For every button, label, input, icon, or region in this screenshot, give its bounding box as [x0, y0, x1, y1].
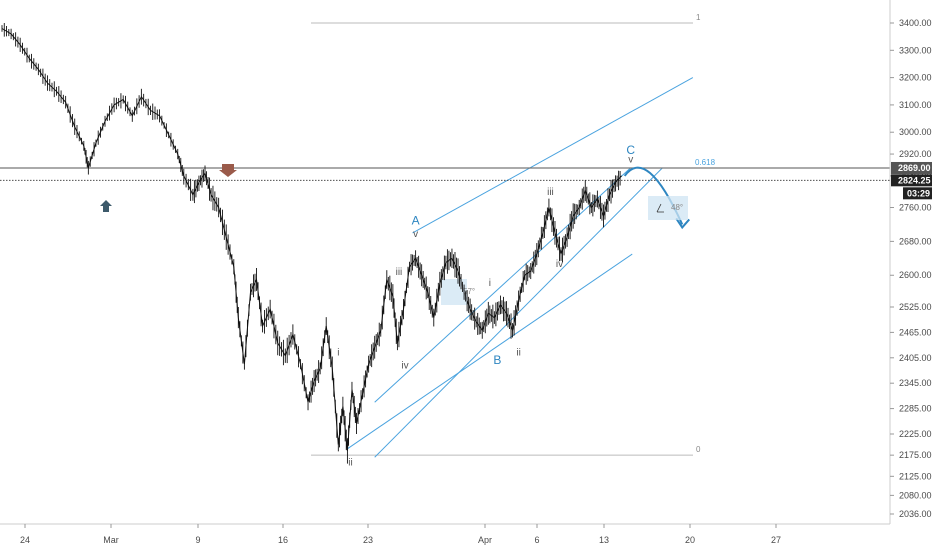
- wave-label: ii: [516, 348, 520, 359]
- fib-label: 0: [696, 445, 701, 454]
- angle-label-a: 57°: [463, 287, 475, 296]
- y-tick-label: 3000.00: [899, 127, 932, 137]
- y-tick-label: 2600.00: [899, 270, 932, 280]
- countdown-box: [903, 187, 932, 200]
- projection-arrowhead-icon: [675, 217, 690, 230]
- y-tick-label: 2345.00: [899, 378, 932, 388]
- price-tag-box: [891, 174, 932, 187]
- down-arrow-icon: [219, 164, 237, 177]
- wave-label: v: [628, 154, 633, 165]
- y-tick-label: 2525.00: [899, 302, 932, 312]
- y-tick-label: 2680.00: [899, 236, 932, 246]
- y-tick-label: 2285.00: [899, 404, 932, 414]
- angle-box-c: [648, 196, 688, 220]
- y-tick-label: 2125.00: [899, 471, 932, 481]
- angle-icon: [656, 203, 664, 213]
- wave-label: v: [413, 229, 418, 240]
- countdown-label: 03:29: [907, 188, 930, 198]
- y-tick-label: 2036.00: [899, 509, 932, 519]
- fib-label: 0.618: [695, 158, 716, 167]
- parallel-channel[interactable]: [347, 77, 694, 458]
- up-arrow-icon: [100, 200, 112, 212]
- y-tick-label: 2405.00: [899, 353, 932, 363]
- wave-label: A: [412, 213, 420, 227]
- candle-wicks: [1, 23, 621, 464]
- horizontal-levels[interactable]: [0, 167, 890, 181]
- price-tag-label: 2869.00: [898, 163, 931, 173]
- fibonacci-retracement[interactable]: 1 0.618 0: [311, 13, 716, 456]
- x-tick-label: 24: [20, 535, 30, 545]
- channel-line: [412, 77, 694, 234]
- x-tick-label: 16: [278, 535, 288, 545]
- angle-label-c: 48°: [671, 203, 683, 212]
- x-tick-label: 23: [363, 535, 373, 545]
- wave-label: i: [337, 348, 339, 359]
- price-tag-label: 2824.25: [898, 175, 931, 185]
- time-axis[interactable]: 24 Mar 9 16 23 Apr 6 13 20 27: [20, 524, 781, 545]
- x-tick-label: Apr: [478, 535, 492, 545]
- x-tick-label: Mar: [103, 535, 119, 545]
- plot-area: [0, 0, 890, 524]
- price-axis[interactable]: 3400.00 3300.00 3200.00 3100.00 3000.00 2920.…: [890, 18, 932, 519]
- wave-label: C: [626, 143, 635, 157]
- fib-label: 1: [696, 13, 701, 22]
- x-tick-label: 27: [771, 535, 781, 545]
- signal-markers: [100, 164, 237, 212]
- x-tick-label: 6: [534, 535, 539, 545]
- y-tick-label: 2920.00: [899, 149, 932, 159]
- y-tick-label: 2760.00: [899, 203, 932, 213]
- y-tick-label: 2465.00: [899, 327, 932, 337]
- x-tick-label: 13: [599, 535, 609, 545]
- wave-label: iii: [547, 187, 554, 198]
- wave-label: iv: [401, 360, 408, 371]
- price-tag-box: [891, 161, 932, 174]
- wave-label: iv: [556, 259, 563, 270]
- x-tick-label: 9: [195, 535, 200, 545]
- wave-label: ii: [348, 458, 352, 469]
- channel-line: [374, 167, 663, 458]
- price-tags: 2869.00 2824.25 03:29: [891, 161, 932, 200]
- wave-label: B: [493, 353, 501, 367]
- y-tick-label: 3400.00: [899, 18, 932, 28]
- wave-label: iii: [396, 267, 403, 278]
- y-tick-label: 2225.00: [899, 429, 932, 439]
- channel-line: [347, 253, 633, 450]
- x-tick-label: 20: [685, 535, 695, 545]
- channel-line: [374, 167, 632, 403]
- angle-boxes: 57° 48°: [441, 196, 688, 305]
- y-tick-label: 2080.00: [899, 490, 932, 500]
- y-tick-label: 3300.00: [899, 45, 932, 55]
- y-tick-label: 3100.00: [899, 100, 932, 110]
- wave-label: i: [489, 278, 491, 289]
- y-tick-label: 2175.00: [899, 450, 932, 460]
- y-tick-label: 3200.00: [899, 73, 932, 83]
